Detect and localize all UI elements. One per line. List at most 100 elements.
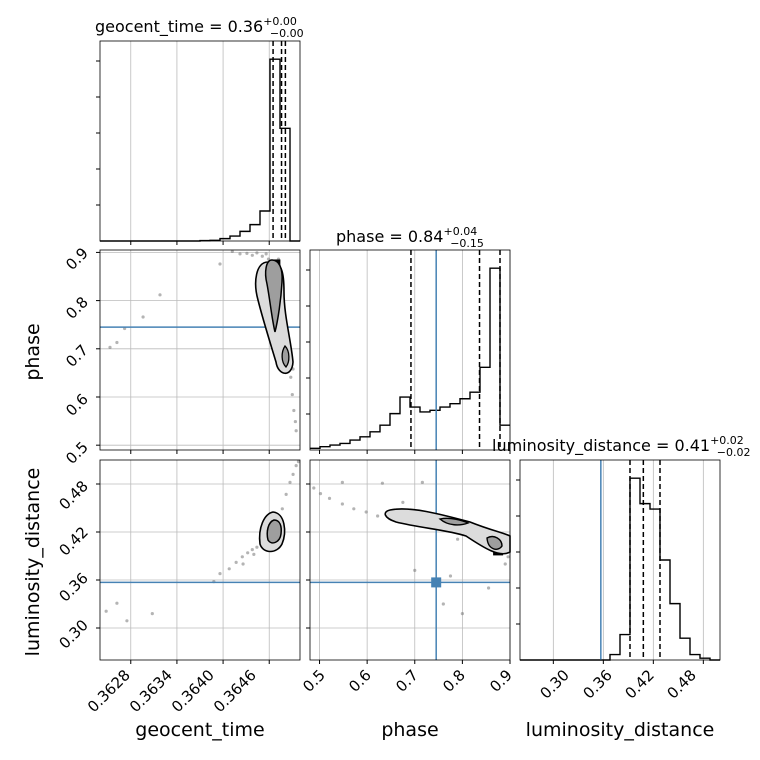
geocent-hist-step	[100, 58, 300, 242]
lumdist-phase-point	[486, 586, 491, 590]
lumdist-geocent-point	[291, 472, 295, 476]
title-phase: phase = 0.84+0.04 −0.15	[336, 225, 484, 250]
lumdist-geocent-point	[284, 492, 288, 496]
lumdist-geocent-point	[280, 507, 284, 511]
xtick-label: 0.30	[536, 666, 572, 702]
lumdist-geocent-point	[227, 567, 231, 571]
phase-geocent-point	[255, 251, 259, 255]
lumdist-geocent-point	[150, 612, 154, 616]
phase-geocent-point	[108, 345, 112, 349]
lumdist-phase-point	[441, 602, 445, 606]
lumdist-phase-point	[456, 537, 460, 541]
phase-geocent-point	[294, 429, 298, 433]
lumdist-phase-contour-inner	[438, 517, 470, 526]
lumdist-phase-contour-peak	[486, 535, 503, 550]
xtick-label: 0.7	[392, 666, 422, 696]
phase-hist-step	[310, 267, 510, 450]
ytick-label: 0.30	[55, 616, 91, 652]
phase-geocent-point	[292, 408, 296, 413]
lumdist-geocent-point	[255, 545, 259, 549]
lumdist-geocent-point	[250, 548, 254, 552]
xtick-label: 0.5	[299, 666, 329, 696]
phase-geocent-point	[264, 252, 268, 256]
ytick-label: 0.9	[62, 244, 92, 274]
ylabel-phase: phase	[22, 323, 44, 380]
phase-geocent-point	[266, 257, 271, 261]
xtick-label: 0.3640	[168, 666, 218, 716]
phase-hist-frame	[309, 249, 511, 451]
lumdist-geocent-point	[294, 464, 298, 468]
lumdist-phase-point	[401, 500, 405, 504]
phase-geocent-contour-inner	[264, 259, 283, 333]
lumdist-phase-point	[413, 568, 417, 573]
lumdist-phase-point	[327, 496, 332, 500]
xtick-label: 0.9	[486, 666, 516, 696]
xlabel-geocent-time: geocent_time	[135, 719, 264, 741]
lumdist-phase-point	[460, 612, 464, 616]
xtick-label: 0.48	[663, 666, 699, 702]
chart-marks	[100, 41, 720, 661]
phase-geocent-point	[238, 252, 242, 256]
ytick-label: 0.6	[62, 390, 92, 420]
lumdist-phase-truth-marker	[431, 577, 442, 588]
lumdist-phase-point	[364, 510, 368, 514]
phase-geocent-point	[230, 249, 234, 254]
lumdist-phase-point	[340, 480, 344, 484]
ytick-label: 0.5	[62, 438, 92, 468]
phase-geocent-point	[289, 375, 293, 379]
lumdist-geocent-point	[241, 562, 245, 566]
lumdist-geocent-point	[288, 480, 292, 484]
lumdist-geocent-point	[296, 460, 301, 464]
panel-frames	[96, 40, 721, 664]
title-geocent-time: geocent_time = 0.36+0.00 −0.00	[95, 15, 304, 40]
lumdist-phase-point	[380, 481, 384, 485]
lumdist-phase-point	[340, 502, 344, 506]
lumdist-phase-point	[420, 480, 424, 484]
lumdist-geocent-contour-inner	[266, 519, 282, 544]
xtick-label: 0.8	[439, 666, 469, 696]
lumdist-phase-point	[376, 514, 380, 518]
geocent-hist-frame	[99, 40, 301, 242]
xtick-label: 0.6	[345, 666, 375, 696]
ylabel-luminosity-distance: luminosity_distance	[22, 468, 44, 657]
lumdist-phase-contour-outer	[384, 508, 511, 555]
lumdist-phase-point	[503, 562, 507, 566]
xtick-label: 0.3634	[126, 666, 176, 716]
ytick-label: 0.7	[62, 341, 92, 371]
xtick-label: 0.3646	[210, 666, 260, 716]
gridlines	[100, 41, 704, 660]
lumdist-geocent-point	[252, 552, 256, 557]
lumdist-geocent-point	[115, 601, 119, 605]
lumdist-phase-point	[352, 507, 356, 511]
xtick-label: 0.3628	[84, 666, 134, 716]
lumdist-geocent-point	[104, 609, 108, 613]
phase-geocent-point	[245, 251, 249, 255]
lumdist-geocent-frame	[99, 459, 301, 661]
phase-geocent-frame	[99, 249, 301, 451]
phase-geocent-point	[290, 392, 294, 397]
phase-geocent-point	[260, 254, 264, 258]
lumdist-phase-frame	[309, 459, 511, 661]
xlabel-phase: phase	[381, 719, 438, 741]
ytick-label: 0.8	[62, 293, 92, 323]
ytick-label: 0.36	[55, 569, 91, 605]
lumdist-hist-step	[520, 477, 720, 661]
lumdist-phase-point	[318, 492, 323, 496]
xtick-label: 0.36	[579, 666, 615, 702]
phase-geocent-point	[158, 293, 162, 297]
phase-geocent-contour-island	[281, 344, 290, 368]
xtick-label: 0.42	[621, 666, 657, 702]
lumdist-phase-point	[448, 574, 453, 578]
lumdist-geocent-point	[234, 560, 238, 565]
phase-geocent-point	[115, 340, 119, 345]
lumdist-geocent-point	[246, 551, 250, 555]
lumdist-geocent-point	[240, 555, 244, 559]
phase-geocent-point	[141, 315, 145, 319]
phase-geocent-point	[293, 419, 297, 424]
ytick-label: 0.48	[55, 477, 91, 513]
lumdist-geocent-point	[125, 619, 129, 623]
lumdist-phase-point	[506, 555, 510, 559]
xlabel-luminosity-distance: luminosity_distance	[526, 719, 715, 741]
phase-geocent-point	[250, 253, 254, 257]
